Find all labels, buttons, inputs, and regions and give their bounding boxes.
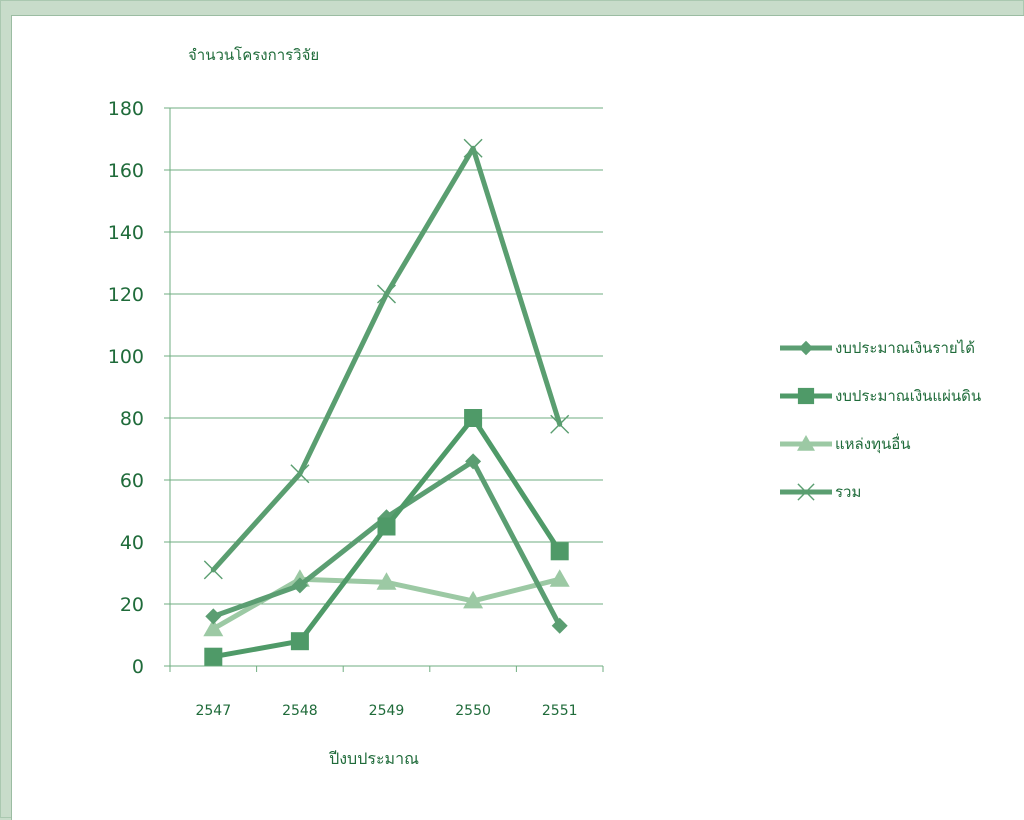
y-tick-label: 180 [108, 98, 144, 120]
y-tick-label: 0 [132, 656, 144, 678]
y-tick-label: 20 [120, 594, 144, 616]
data-point [376, 572, 397, 590]
legend-marker [797, 483, 815, 501]
data-point [290, 464, 310, 484]
data-point [203, 560, 223, 580]
legend-marker [797, 435, 815, 451]
series-3 [203, 138, 570, 580]
data-point [550, 414, 570, 434]
data-point [204, 647, 223, 666]
chart-area: 0 20 40 60 80 100 120 140 160 180 2547 2548 2549 255… [11, 15, 1024, 820]
marker-stroke [290, 464, 310, 484]
x-tick-label: 2550 [455, 703, 491, 719]
y-tick-label: 60 [120, 470, 144, 492]
series-1 [204, 409, 569, 666]
series-line [210, 415, 563, 660]
x-tick-labels: 2547 2548 2549 2550 2551 [195, 703, 577, 719]
data-point [377, 517, 396, 536]
marker-stroke [797, 483, 815, 501]
y-tick-labels: 0 20 40 60 80 100 120 140 160 180 [108, 98, 144, 678]
legend-item: แหล่งทุนอื่น [780, 433, 910, 454]
axes [169, 108, 604, 672]
legend-item: รวม [780, 483, 861, 501]
y-tick-label: 100 [108, 346, 144, 368]
legend-label: งบประมาณเงินรายได้ [835, 339, 975, 357]
line-chart: 0 20 40 60 80 100 120 140 160 180 2547 2548 2549 255… [108, 46, 981, 768]
data-point [464, 409, 483, 427]
y-tick-label: 140 [108, 222, 144, 244]
legend-label: รวม [835, 483, 861, 501]
data-point [465, 453, 482, 470]
data-point [551, 617, 568, 634]
legend-label: แหล่งทุนอื่น [835, 433, 910, 454]
data-point [549, 569, 570, 587]
data-point [291, 577, 308, 594]
x-tick-label: 2551 [542, 703, 578, 719]
data-point [203, 618, 224, 637]
x-axis-label: ปีงบประมาณ [329, 749, 419, 768]
y-tick-label: 120 [108, 284, 144, 306]
data-point [550, 542, 569, 561]
data-point [463, 138, 483, 158]
y-tick-label: 40 [120, 532, 144, 554]
x-tick-label: 2548 [282, 703, 318, 719]
marker-stroke [463, 138, 483, 158]
y-tick-label: 80 [120, 408, 144, 430]
legend-item: งบประมาณเงินแผ่นดิน [780, 387, 981, 405]
legend-item: งบประมาณเงินรายได้ [780, 339, 975, 357]
legend: งบประมาณเงินรายได้งบประมาณเงินแผ่นดินแหล… [780, 339, 981, 501]
legend-label: งบประมาณเงินแผ่นดิน [835, 387, 981, 405]
data-point [205, 608, 222, 625]
x-tick-label: 2547 [195, 703, 231, 719]
series-line [210, 145, 563, 573]
legend-marker [797, 387, 815, 405]
marker-stroke [550, 414, 570, 434]
y-axis-label: จำนวนโครงการวิจัย [188, 46, 319, 64]
data-point [463, 590, 484, 609]
x-tick-label: 2549 [369, 703, 405, 719]
legend-marker [798, 340, 814, 356]
marker-stroke [377, 284, 396, 304]
y-tick-label: 160 [108, 160, 144, 182]
data-point [377, 284, 396, 304]
marker-stroke [203, 560, 223, 580]
series-group [203, 138, 570, 666]
data-point [290, 632, 309, 651]
